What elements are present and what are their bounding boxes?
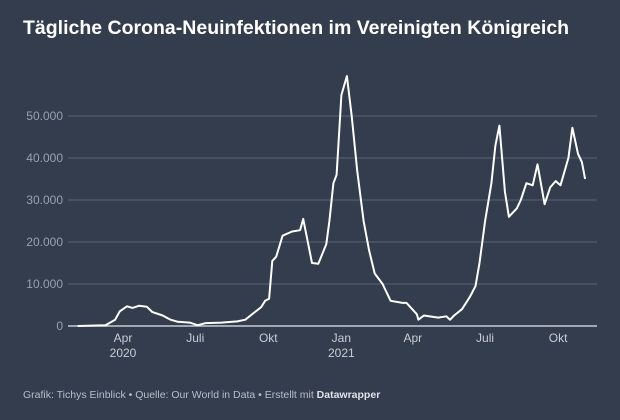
chart-footer: Grafik: Tichys Einblick • Quelle: Our Wo… xyxy=(23,389,380,401)
x-tick-label: Juli xyxy=(186,331,204,345)
chart-title: Tägliche Corona-Neuinfektionen im Verein… xyxy=(23,17,570,39)
x-tick-year: 2021 xyxy=(328,346,355,360)
footer-source: Grafik: Tichys Einblick • Quelle: Our Wo… xyxy=(23,389,317,401)
x-tick-year: 2020 xyxy=(110,346,137,360)
x-tick-label: Apr xyxy=(403,331,422,345)
y-tick-label: 30.000 xyxy=(26,193,63,207)
x-tick-label: Okt xyxy=(549,331,568,345)
x-tick-label: Okt xyxy=(259,331,278,345)
x-tick-label: Jan xyxy=(332,331,351,345)
y-tick-label: 10.000 xyxy=(26,277,63,291)
x-tick-label: Apr xyxy=(114,331,133,345)
y-tick-label: 40.000 xyxy=(26,151,63,165)
y-tick-label: 20.000 xyxy=(26,235,63,249)
y-tick-label: 50.000 xyxy=(26,109,63,123)
footer-brand: Datawrapper xyxy=(316,389,381,401)
x-tick-label: Juli xyxy=(476,331,494,345)
y-tick-label: 0 xyxy=(56,319,63,333)
series-line-neuinfektionen xyxy=(77,75,587,327)
